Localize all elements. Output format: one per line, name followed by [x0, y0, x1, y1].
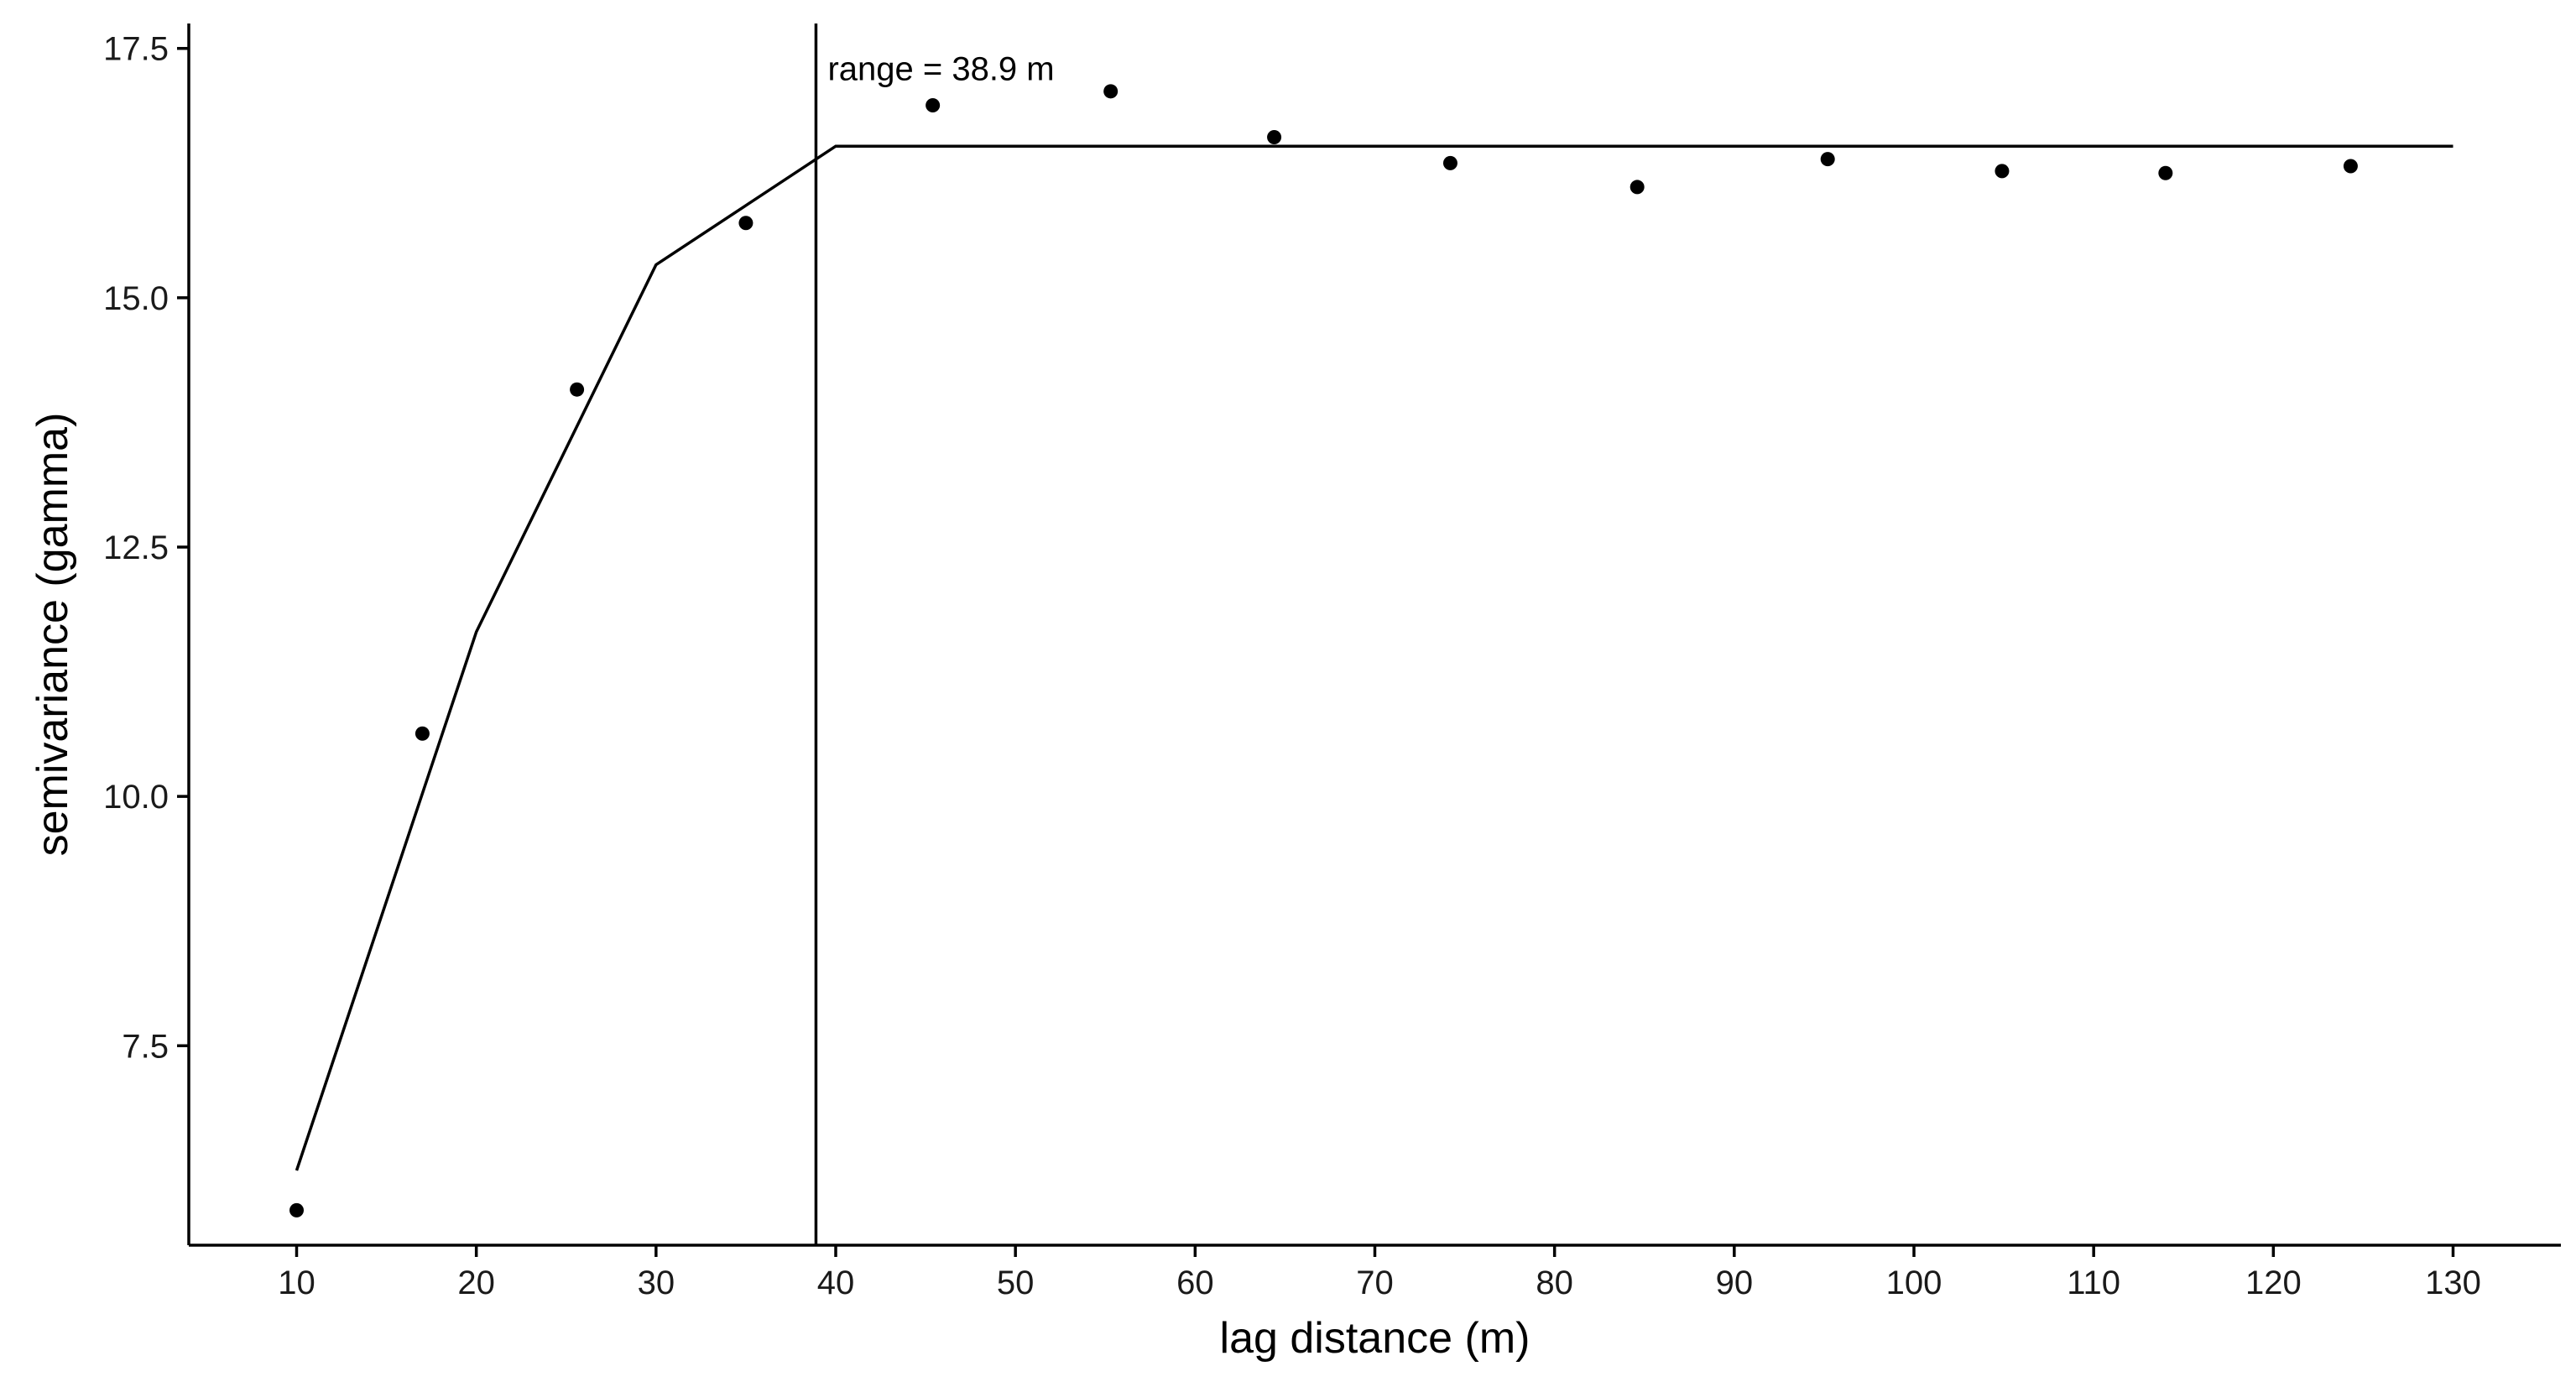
x-axis-title: lag distance (m) [1220, 1314, 1530, 1363]
x-tick-label: 20 [457, 1264, 495, 1301]
y-tick-label: 15.0 [103, 280, 169, 317]
range-annotation: range = 38.9 m [827, 50, 1054, 87]
x-tick-label: 10 [278, 1264, 315, 1301]
fitted-model-line [295, 144, 2453, 1171]
x-tick-label: 110 [2067, 1264, 2120, 1301]
data-point [415, 726, 430, 741]
y-tick-label: 12.5 [103, 529, 169, 566]
x-axis-ticks: 10 20 30 40 50 60 70 80 90 100 110 120 130 [278, 1245, 2481, 1301]
data-point [2343, 159, 2358, 174]
data-point [1995, 164, 2010, 179]
data-point [289, 1202, 304, 1218]
plot-area: range = 38.9 m [289, 23, 2453, 1245]
data-point [2158, 165, 2173, 180]
y-axis-ticks: 7.5 10.0 12.5 15.0 17.5 [103, 31, 189, 1065]
x-tick-label: 90 [1716, 1264, 1754, 1301]
x-tick-label: 30 [638, 1264, 675, 1301]
x-tick-label: 130 [2425, 1264, 2481, 1301]
x-tick-label: 120 [2245, 1264, 2302, 1301]
data-points [289, 84, 2358, 1218]
axes: 10 20 30 40 50 60 70 80 90 100 110 120 130 7.5 10.0 12… [103, 23, 2561, 1301]
y-tick-label: 10.0 [103, 779, 169, 816]
x-tick-label: 70 [1356, 1264, 1394, 1301]
data-point [738, 216, 754, 231]
data-point [1820, 152, 1835, 167]
y-tick-label: 7.5 [122, 1028, 169, 1065]
data-point [1630, 180, 1645, 195]
x-tick-label: 40 [817, 1264, 855, 1301]
y-tick-label: 17.5 [103, 31, 169, 68]
data-point [570, 382, 585, 397]
data-point [1267, 129, 1282, 144]
x-tick-label: 80 [1536, 1264, 1573, 1301]
data-point [1103, 84, 1119, 99]
data-point [1442, 155, 1457, 170]
y-axis-title: semivariance (gamma) [29, 413, 77, 857]
x-tick-label: 100 [1886, 1264, 1942, 1301]
x-tick-label: 50 [997, 1264, 1035, 1301]
data-point [926, 97, 941, 112]
x-tick-label: 60 [1176, 1264, 1214, 1301]
